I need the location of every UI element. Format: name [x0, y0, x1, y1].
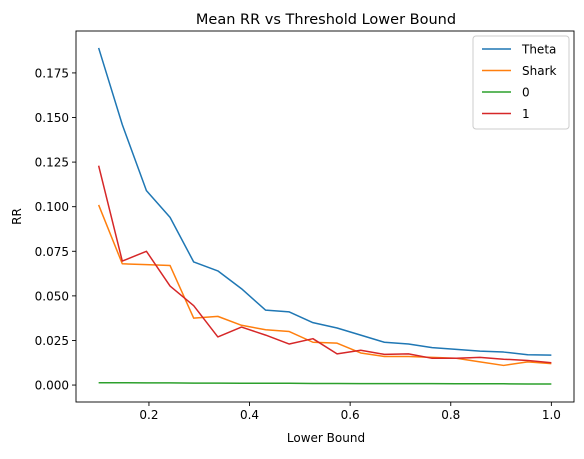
- y-axis: 0.000 0.025 0.050 0.075 0.100 0.125 0.150 0.175: [35, 66, 76, 393]
- x-axis: 0.2 0.4 0.6 0.8 1.0: [139, 402, 561, 422]
- x-axis-label: Lower Bound: [287, 431, 365, 445]
- legend: Theta Shark 0 1: [472, 35, 570, 130]
- series-line-theta: [97, 47, 552, 356]
- y-tick-label: 0.175: [35, 66, 69, 80]
- legend-label: 1: [522, 107, 530, 121]
- y-tick-label: 0.000: [35, 379, 69, 393]
- x-tick-label: 0.8: [441, 408, 460, 422]
- plot-frame: [75, 30, 575, 403]
- legend-box: [472, 35, 570, 130]
- legend-label: Theta: [521, 43, 556, 57]
- y-axis-label: RR: [10, 208, 24, 225]
- chart-title: Mean RR vs Threshold Lower Bound: [196, 12, 456, 28]
- x-tick-label: 0.6: [341, 408, 360, 422]
- y-tick-label: 0.075: [35, 245, 69, 259]
- y-tick-label: 0.050: [35, 289, 69, 303]
- series-line-0: [98, 381, 552, 385]
- legend-label: Shark: [522, 64, 557, 78]
- plot-area: [97, 47, 552, 385]
- legend-label: 0: [522, 86, 530, 100]
- x-tick-label: 0.2: [139, 408, 158, 422]
- y-tick-label: 0.025: [35, 334, 69, 348]
- series-line-shark: [97, 204, 552, 367]
- x-tick-label: 1.0: [542, 408, 561, 422]
- x-tick-label: 0.4: [240, 408, 259, 422]
- y-tick-label: 0.100: [35, 200, 69, 214]
- y-tick-label: 0.150: [35, 111, 69, 125]
- y-tick-label: 0.125: [35, 156, 69, 170]
- series-line-1: [97, 165, 552, 364]
